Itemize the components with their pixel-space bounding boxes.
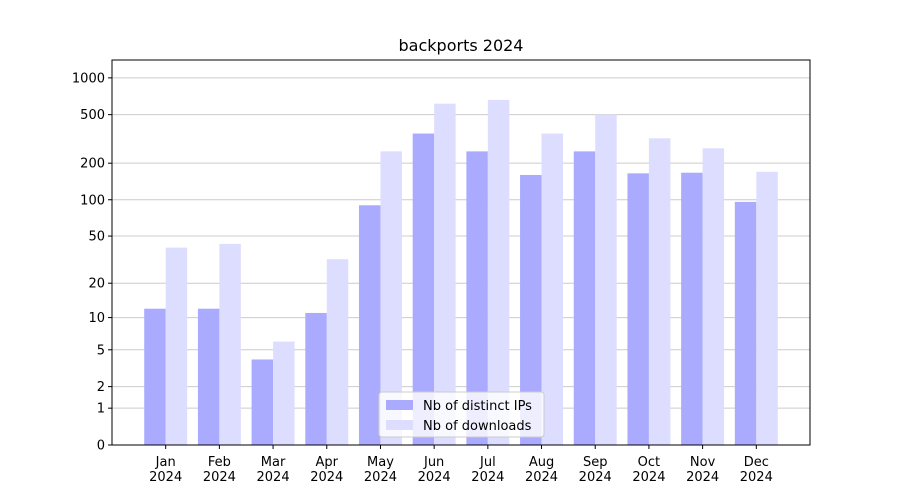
bar <box>251 359 274 445</box>
bar <box>434 103 456 445</box>
bar <box>520 174 542 445</box>
x-tick-label: Sep 2024 <box>579 455 612 485</box>
bar <box>144 308 166 445</box>
y-tick-label: 100 <box>80 193 105 208</box>
x-tick-label: Dec 2024 <box>740 455 773 485</box>
plot-frame <box>111 59 811 446</box>
x-tick-label: Oct 2024 <box>632 455 665 485</box>
bar <box>487 99 510 445</box>
bar <box>734 201 757 445</box>
x-tick-label: Apr 2024 <box>310 455 343 485</box>
bar <box>541 133 564 445</box>
bar <box>380 151 402 446</box>
bar <box>197 308 220 445</box>
bar <box>595 114 617 445</box>
bar <box>627 173 649 445</box>
y-tick-label: 0 <box>97 439 105 454</box>
y-tick-label: 1000 <box>72 71 105 86</box>
y-tick-label: 20 <box>88 277 105 292</box>
bar <box>273 341 295 445</box>
x-tick-label: Nov 2024 <box>686 455 719 485</box>
y-tick-label: 200 <box>80 157 105 172</box>
legend-label: Nb of downloads <box>423 419 532 434</box>
bar <box>756 171 778 446</box>
legend-label: Nb of distinct IPs <box>423 399 532 414</box>
y-tick-label: 500 <box>80 108 105 123</box>
x-tick-label: Jul 2024 <box>471 455 504 485</box>
x-tick-label: Jan 2024 <box>149 455 182 485</box>
chart-title: backports 2024 <box>399 36 524 55</box>
x-tick-label: Aug 2024 <box>525 455 558 485</box>
bar <box>573 151 596 446</box>
bar <box>326 259 349 445</box>
bar <box>648 138 671 445</box>
bar <box>305 312 327 445</box>
x-tick-label: Feb 2024 <box>203 455 236 485</box>
bar <box>681 172 703 445</box>
legend-swatch <box>386 400 413 410</box>
y-tick-label: 2 <box>97 380 105 395</box>
bar <box>219 243 241 445</box>
x-tick-label: Jun 2024 <box>418 455 451 485</box>
legend-swatch <box>386 420 413 430</box>
y-tick-label: 5 <box>97 343 105 358</box>
bar <box>165 247 188 445</box>
y-tick-label: 10 <box>88 311 105 326</box>
y-tick-label: 1 <box>97 402 105 417</box>
legend-box <box>378 391 545 438</box>
bar <box>466 151 488 446</box>
x-tick-label: May 2024 <box>364 455 397 485</box>
y-tick-label: 50 <box>88 230 105 245</box>
bar <box>412 133 435 445</box>
x-tick-label: Mar 2024 <box>257 455 290 485</box>
bar <box>702 148 725 445</box>
bar <box>358 205 381 445</box>
